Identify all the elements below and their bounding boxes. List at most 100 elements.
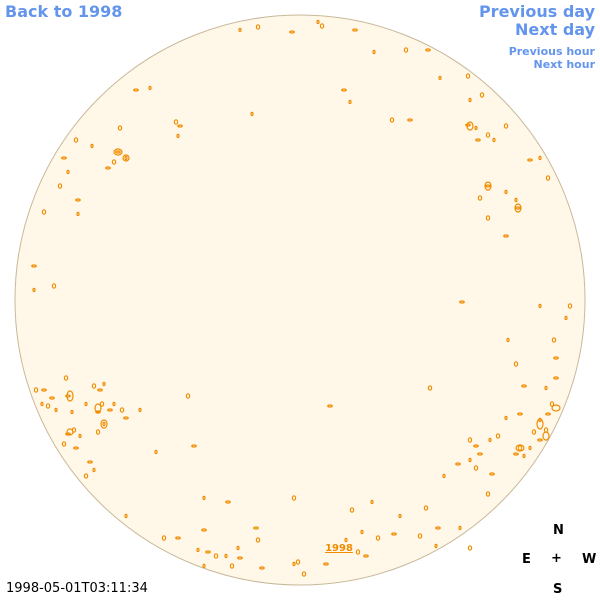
contour-spot	[138, 407, 142, 413]
contour-spot	[191, 444, 197, 448]
contour-spot	[517, 445, 523, 451]
contour-spot	[238, 27, 242, 33]
contour-spot	[115, 150, 121, 154]
contour-spot	[465, 123, 471, 127]
compass-south-label: S	[553, 582, 563, 597]
contour-spot	[398, 513, 402, 519]
contour-spot	[528, 445, 532, 451]
contour-spot	[459, 300, 465, 304]
contour-spot	[112, 401, 116, 407]
contour-spot	[514, 197, 518, 203]
contour-spot	[95, 429, 101, 435]
contour-spot	[236, 545, 240, 551]
contour-spot	[133, 88, 139, 92]
contour-spot	[173, 119, 179, 125]
contour-spot	[124, 155, 128, 161]
contour-spot	[553, 356, 559, 360]
contour-spot	[537, 438, 543, 442]
contour-spot	[513, 361, 519, 367]
contour-spot	[41, 388, 47, 392]
next-hour-link[interactable]: Next hour	[533, 58, 596, 71]
contour-region	[551, 404, 561, 412]
previous-day-link[interactable]: Previous day	[478, 2, 595, 21]
contour-spot	[295, 559, 301, 565]
contour-spot	[504, 415, 508, 421]
contour-spot	[348, 99, 352, 105]
contour-spot	[479, 92, 485, 98]
next-day-link[interactable]: Next day	[515, 20, 595, 39]
contour-spot	[76, 211, 80, 217]
contour-spot	[224, 553, 228, 559]
contour-spot	[148, 85, 152, 91]
contour-spot	[201, 528, 207, 532]
contour-spot	[117, 125, 123, 131]
contour-region	[466, 121, 474, 131]
contour-spot	[344, 537, 348, 543]
contour-spot	[323, 562, 329, 566]
contour-region	[100, 419, 108, 429]
contour-spot	[352, 28, 358, 32]
contour-spot	[403, 47, 409, 53]
contour-spot	[250, 111, 254, 117]
contour-spot	[473, 444, 479, 448]
contour-spot	[49, 396, 55, 400]
contour-spot	[485, 215, 491, 221]
contour-spot	[319, 23, 325, 29]
contour-spot	[111, 159, 117, 165]
contour-spot	[545, 412, 551, 416]
contour-spot	[477, 452, 483, 456]
contour-spot	[475, 138, 481, 142]
contour-region	[66, 390, 74, 402]
contour-spot	[492, 137, 496, 143]
contour-spot	[506, 337, 510, 343]
contour-spot	[99, 401, 105, 407]
contour-spot	[489, 472, 495, 476]
feature-contours	[31, 19, 573, 577]
contour-spot	[468, 457, 472, 463]
compass-north-label: N	[553, 523, 564, 538]
contour-spot	[515, 206, 521, 210]
contour-spot	[473, 465, 479, 471]
contour-spot	[70, 409, 74, 415]
contour-spot	[438, 75, 442, 81]
contour-spot	[567, 303, 573, 309]
contour-spot	[225, 500, 231, 504]
contour-spot	[545, 175, 551, 181]
contour-spot	[495, 433, 501, 439]
contour-region	[94, 403, 102, 413]
year-1998-link[interactable]: 1998	[325, 543, 353, 554]
contour-spot	[63, 375, 69, 381]
contour-region	[542, 431, 550, 441]
contour-spot	[65, 394, 71, 398]
back-to-year-link[interactable]: Back to 1998	[5, 2, 123, 21]
contour-spot	[474, 125, 478, 131]
contour-spot	[521, 384, 527, 388]
contour-spot	[54, 407, 58, 413]
contour-spot	[40, 401, 44, 407]
contour-spot	[237, 556, 243, 560]
contour-spot	[105, 166, 111, 170]
contour-region	[484, 181, 492, 191]
contour-spot	[485, 132, 491, 138]
contour-spot	[360, 529, 364, 535]
contour-spot	[291, 495, 297, 501]
contour-spot	[503, 123, 509, 129]
contour-spot	[33, 387, 39, 393]
observation-timestamp: 1998-05-01T03:11:34	[6, 581, 148, 596]
contour-spot	[292, 561, 296, 567]
contour-spot	[202, 563, 206, 569]
contour-spot	[92, 467, 96, 473]
contour-spot	[205, 550, 211, 554]
contour-region	[113, 148, 123, 156]
contour-spot	[349, 507, 355, 513]
contour-spot	[458, 525, 462, 531]
contour-spot	[41, 209, 47, 215]
previous-hour-link[interactable]: Previous hour	[508, 45, 595, 58]
contour-spot	[551, 337, 557, 343]
contour-spot	[442, 473, 446, 479]
contour-spot	[255, 537, 261, 543]
contour-spot	[73, 446, 79, 450]
contour-spot	[503, 234, 509, 238]
contour-spot	[66, 169, 70, 175]
contour-spot	[370, 499, 374, 505]
